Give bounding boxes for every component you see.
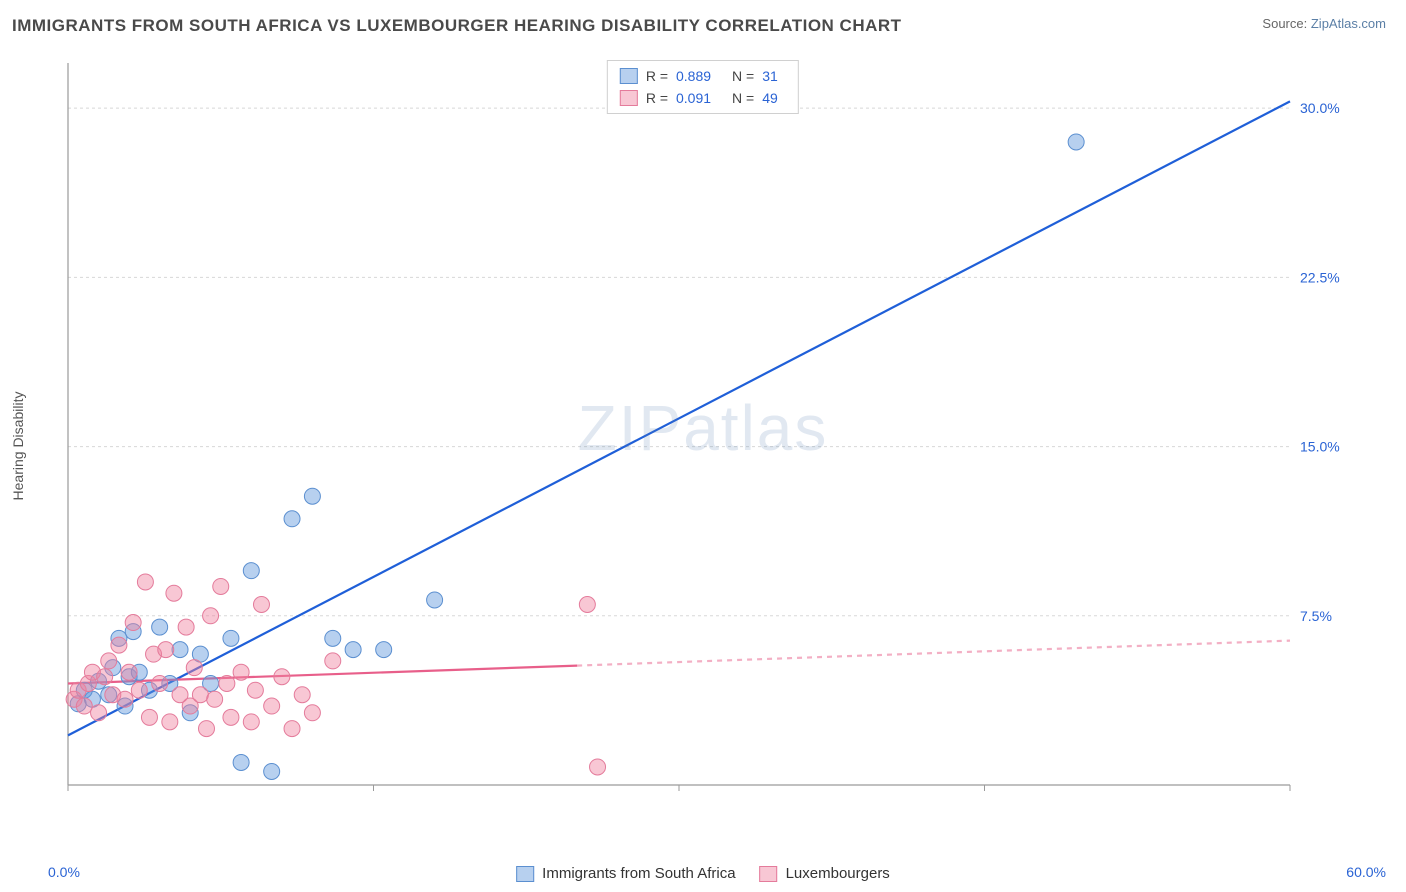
series-label: Immigrants from South Africa — [542, 865, 735, 882]
x-axis-max-label: 60.0% — [1346, 864, 1386, 880]
legend-swatch-blue — [620, 68, 638, 84]
chart-area: 7.5% 15.0% 22.5% 30.0% — [60, 55, 1360, 825]
svg-text:22.5%: 22.5% — [1300, 269, 1340, 285]
legend-series: Immigrants from South Africa Luxembourge… — [516, 865, 890, 882]
r-value: 0.091 — [676, 90, 724, 106]
scatter-chart: 7.5% 15.0% 22.5% 30.0% — [60, 55, 1360, 825]
y-axis-label: Hearing Disability — [10, 392, 26, 501]
source-label: Source: — [1262, 16, 1307, 31]
legend-swatch-pink — [760, 866, 778, 882]
chart-title: IMMIGRANTS FROM SOUTH AFRICA VS LUXEMBOU… — [12, 16, 902, 36]
svg-text:7.5%: 7.5% — [1300, 608, 1332, 624]
legend-item: Luxembourgers — [760, 865, 890, 882]
r-label: R = — [646, 90, 668, 106]
x-axis-min-label: 0.0% — [48, 864, 80, 880]
source-link[interactable]: ZipAtlas.com — [1311, 16, 1386, 31]
legend-row: R = 0.889 N = 31 — [620, 65, 786, 87]
svg-text:15.0%: 15.0% — [1300, 439, 1340, 455]
source-credit: Source: ZipAtlas.com — [1262, 16, 1386, 31]
legend-correlation: R = 0.889 N = 31 R = 0.091 N = 49 — [607, 60, 799, 114]
r-value: 0.889 — [676, 68, 724, 84]
r-label: R = — [646, 68, 668, 84]
n-value: 49 — [762, 90, 786, 106]
svg-text:30.0%: 30.0% — [1300, 100, 1340, 116]
legend-swatch-blue — [516, 866, 534, 882]
legend-swatch-pink — [620, 90, 638, 106]
n-label: N = — [732, 90, 754, 106]
n-value: 31 — [762, 68, 786, 84]
legend-row: R = 0.091 N = 49 — [620, 87, 786, 109]
series-label: Luxembourgers — [786, 865, 890, 882]
legend-item: Immigrants from South Africa — [516, 865, 735, 882]
n-label: N = — [732, 68, 754, 84]
